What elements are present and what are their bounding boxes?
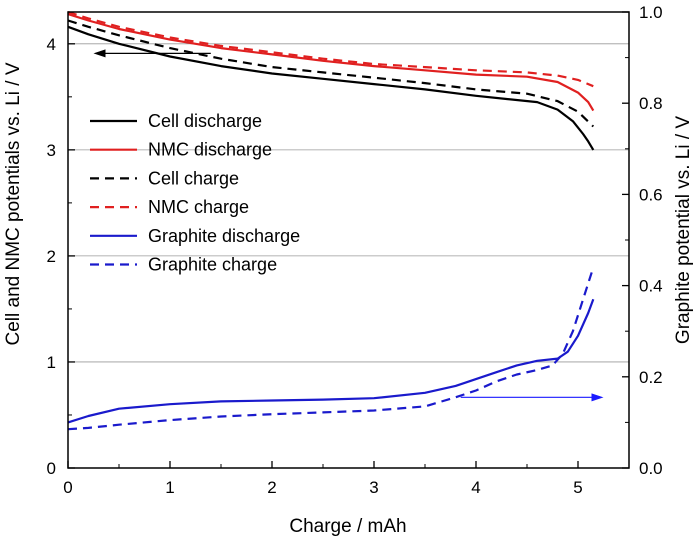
- y-axis-left-title: Cell and NMC potentials vs. Li / V: [3, 62, 24, 345]
- series-line: [67, 10, 594, 88]
- x-tick-label: 3: [369, 478, 378, 497]
- y-right-tick-label: 0.6: [639, 185, 663, 204]
- series-line: [67, 298, 595, 424]
- y-left-tick-label: 3: [47, 141, 56, 160]
- y-right-tick-label: 0.4: [639, 277, 663, 296]
- legend-label: NMC charge: [148, 197, 249, 217]
- x-tick-label: 4: [471, 478, 480, 497]
- y-left-tick-label: 4: [47, 35, 56, 54]
- arrows-layer: [93, 49, 604, 402]
- legend-label: Graphite charge: [148, 255, 277, 275]
- legend-label: NMC discharge: [148, 140, 272, 160]
- ticks-layer: 0 1 2 3 4 5 0 1 2 3 4 0.0 0.2 0.4 0.6 0.8 1.0: [47, 3, 663, 497]
- y-right-tick-label: 1.0: [639, 3, 663, 22]
- legend-label: Cell discharge: [148, 111, 262, 131]
- legend-label: Cell charge: [148, 168, 239, 188]
- y-right-tick-label: 0.8: [639, 94, 663, 113]
- y-left-tick-label: 1: [47, 353, 56, 372]
- x-axis-title: Charge / mAh: [289, 516, 406, 537]
- y-right-tick-label: 0.2: [639, 368, 663, 387]
- series-line: [67, 267, 595, 431]
- x-tick-label: 0: [63, 478, 72, 497]
- y-axis-right-title: Graphite potential vs. Li / V: [673, 116, 694, 344]
- x-tick-label: 2: [267, 478, 276, 497]
- series-line: [67, 19, 595, 128]
- series-layer: [67, 10, 595, 431]
- y-left-tick-label: 2: [47, 247, 56, 266]
- arrow-head: [591, 393, 604, 402]
- legend-label: Graphite discharge: [148, 226, 300, 246]
- x-tick-label: 5: [573, 478, 582, 497]
- arrow-head: [93, 49, 106, 58]
- x-tick-label: 1: [165, 478, 174, 497]
- series-line: [67, 25, 595, 151]
- series-line: [67, 13, 595, 112]
- y-right-tick-label: 0.0: [639, 459, 663, 478]
- legend: Cell discharge NMC discharge Cell charge NM…: [90, 111, 300, 275]
- y-left-tick-label: 0: [47, 459, 56, 478]
